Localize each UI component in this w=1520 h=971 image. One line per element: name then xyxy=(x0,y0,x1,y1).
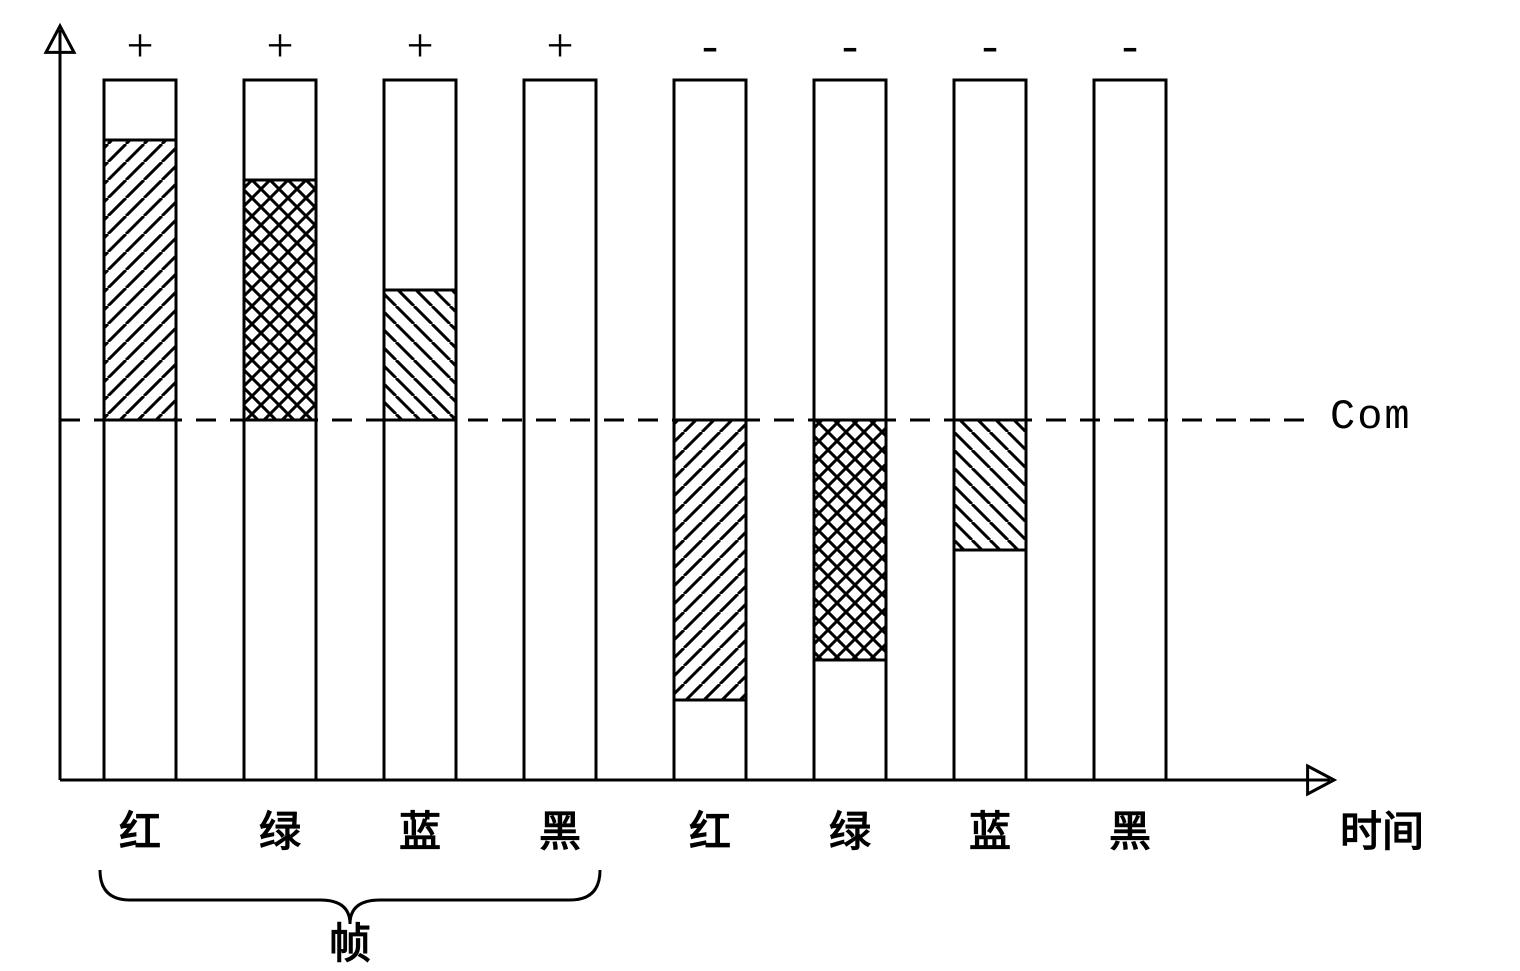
bar-outline xyxy=(1094,80,1166,780)
bar-outline xyxy=(524,80,596,780)
bar-x-label: 蓝 xyxy=(969,798,1011,859)
bar-x-label: 黑 xyxy=(539,798,581,859)
bar-fill xyxy=(244,180,316,420)
polarity-label: - xyxy=(1122,18,1138,73)
bar-x-label: 绿 xyxy=(829,798,871,859)
bar-x-label: 红 xyxy=(689,798,731,859)
polarity-label: + xyxy=(266,18,293,73)
polarity-label: + xyxy=(126,18,153,73)
com-label: Com xyxy=(1330,393,1412,441)
polarity-label: - xyxy=(842,18,858,73)
bar-fill xyxy=(814,420,886,660)
bar-x-label: 蓝 xyxy=(399,798,441,859)
bar-fill xyxy=(384,290,456,420)
diagram-svg xyxy=(0,0,1520,957)
x-axis-title: 时间 xyxy=(1340,798,1424,859)
bar-x-label: 绿 xyxy=(259,798,301,859)
bar-outline xyxy=(384,80,456,780)
bar-x-label: 红 xyxy=(119,798,161,859)
polarity-label: - xyxy=(702,18,718,73)
bar-x-label: 黑 xyxy=(1109,798,1151,859)
diagram-container: Com 时间 帧 红绿蓝黑红绿蓝黑 ++++---- xyxy=(0,0,1520,957)
bar-fill xyxy=(954,420,1026,550)
bar-fill xyxy=(104,140,176,420)
polarity-label: + xyxy=(406,18,433,73)
bar-fill xyxy=(674,420,746,700)
frame-brace-label: 帧 xyxy=(329,910,371,971)
polarity-label: + xyxy=(546,18,573,73)
polarity-label: - xyxy=(982,18,998,73)
